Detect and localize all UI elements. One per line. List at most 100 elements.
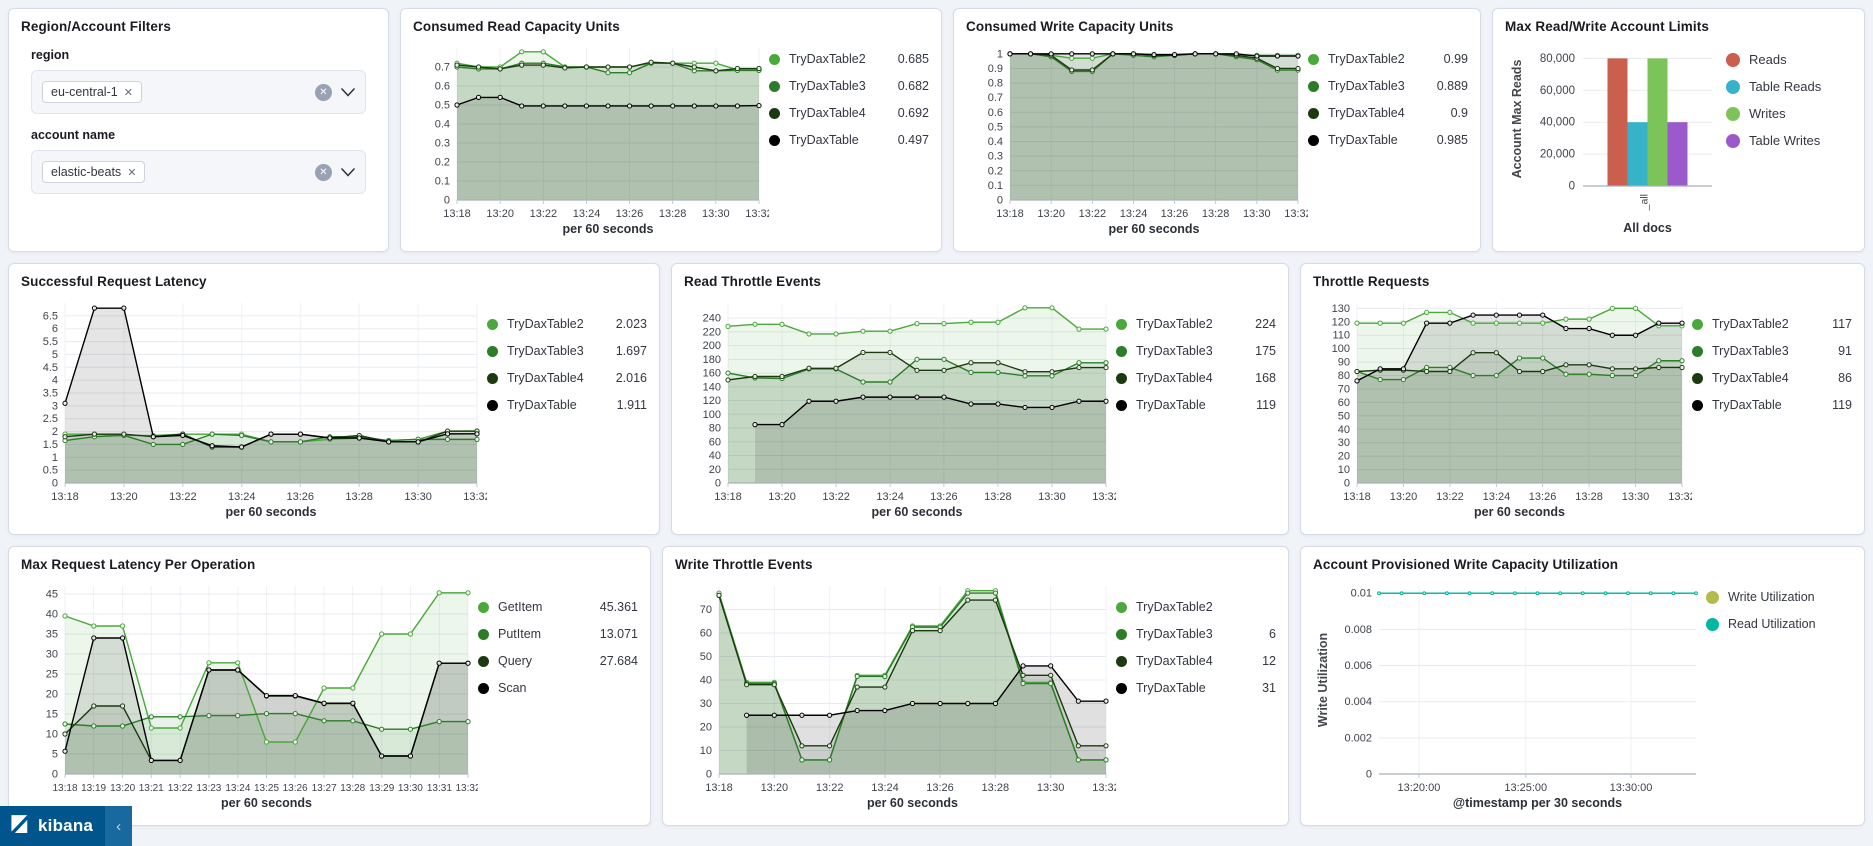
legend-item[interactable]: TryDaxTable4 2.016 <box>487 371 647 385</box>
svg-text:per 60 seconds: per 60 seconds <box>871 505 962 519</box>
legend-item[interactable]: TryDaxTable4 168 <box>1116 371 1276 385</box>
remove-region-icon[interactable]: ✕ <box>123 86 133 99</box>
chevron-down-icon[interactable] <box>341 87 355 97</box>
chart-plot-area[interactable]: 0 20 40 60 80 100 120 140 160 180 200 220 240 13:18 13… <box>684 291 1116 521</box>
svg-text:Write Utilization: Write Utilization <box>1316 633 1330 727</box>
legend-series-value: 86 <box>1838 371 1852 385</box>
legend-series-dot <box>1706 617 1719 631</box>
svg-text:13:32: 13:32 <box>1668 491 1692 503</box>
legend-item[interactable]: TryDaxTable 1.911 <box>487 398 647 412</box>
svg-text:2.5: 2.5 <box>43 413 58 425</box>
legend-item[interactable]: TryDaxTable2 2.023 <box>487 317 647 331</box>
legend-item[interactable]: TryDaxTable 0.497 <box>769 133 929 147</box>
svg-text:100: 100 <box>703 409 721 421</box>
chart-plot-area[interactable]: 0 10 20 30 40 50 60 70 13:18 13:20 13:22 13:24 13:26… <box>675 574 1116 812</box>
legend-series-value: 2.016 <box>615 371 647 385</box>
legend-item[interactable]: TryDaxTable2 <box>1116 600 1276 614</box>
legend-item[interactable]: GetItem 45.361 <box>478 600 638 614</box>
legend-item[interactable]: TryDaxTable2 224 <box>1116 317 1276 331</box>
svg-text:13:26: 13:26 <box>286 491 314 503</box>
legend-series-name: TryDaxTable3 <box>1328 79 1405 93</box>
legend-item[interactable]: TryDaxTable4 0.9 <box>1308 106 1468 120</box>
svg-text:0.7: 0.7 <box>435 62 450 74</box>
legend-series-value: 0.9 <box>1450 106 1468 120</box>
legend-item[interactable]: TryDaxTable3 1.697 <box>487 344 647 358</box>
legend-item[interactable]: Read Utilization <box>1706 617 1852 631</box>
svg-text:13:29: 13:29 <box>369 783 394 794</box>
svg-text:20: 20 <box>46 689 58 701</box>
legend-series-dot <box>769 107 780 119</box>
chart-plot-area[interactable]: 0 0.1 0.2 0.3 0.4 0.5 0.6 0.7 13:18 13:20 13:22 13:… <box>413 36 769 238</box>
legend-item[interactable]: Table Writes <box>1726 133 1852 148</box>
svg-text:30: 30 <box>1338 437 1350 449</box>
legend-series-dot <box>1308 134 1319 146</box>
chart-plot-area[interactable]: 0 0.1 0.2 0.3 0.4 0.5 0.6 0.7 0.8 0.9 1 13:18 13:20 1… <box>966 36 1308 238</box>
svg-text:160: 160 <box>703 368 721 380</box>
svg-text:0: 0 <box>1344 478 1350 490</box>
panel-title: Account Provisioned Write Capacity Utili… <box>1313 557 1619 572</box>
panel-title: Consumed Write Capacity Units <box>966 19 1174 34</box>
legend-item[interactable]: Scan <box>478 681 638 695</box>
legend-item[interactable]: Write Utilization <box>1706 590 1852 604</box>
legend-item[interactable]: TryDaxTable3 6 <box>1116 627 1276 641</box>
legend-item[interactable]: TryDaxTable 119 <box>1116 398 1276 412</box>
legend-item[interactable]: TryDaxTable2 117 <box>1692 317 1852 331</box>
legend-item[interactable]: TryDaxTable2 0.99 <box>1308 52 1468 66</box>
legend-series-value: 0.685 <box>897 52 929 66</box>
legend-item[interactable]: TryDaxTable4 0.692 <box>769 106 929 120</box>
legend-item[interactable]: TryDaxTable4 86 <box>1692 371 1852 385</box>
svg-text:0.5: 0.5 <box>435 100 450 112</box>
chart-plot-area[interactable]: 0 0.5 1 1.5 2 2.5 3 3.5 4 4.5 5 5.5 6 6.5 13:18 13:20 13… <box>21 291 487 521</box>
legend-series-value: 117 <box>1832 317 1852 331</box>
chart-plot-area[interactable]: 0 20,000 40,000 60,000 80,000 _all All docs Acc… <box>1505 36 1726 238</box>
legend-item[interactable]: TryDaxTable 119 <box>1692 398 1852 412</box>
svg-text:110: 110 <box>1332 330 1350 342</box>
chart-plot-area[interactable]: 0 0.002 0.004 0.006 0.008 0.01 13:20:00 13:25:0… <box>1313 574 1706 812</box>
legend-item[interactable]: TryDaxTable4 12 <box>1116 654 1276 668</box>
svg-text:0.5: 0.5 <box>988 121 1003 133</box>
legend-series-value: 1.697 <box>615 344 647 358</box>
legend-series-name: TryDaxTable3 <box>507 344 584 358</box>
svg-text:per 60 seconds: per 60 seconds <box>221 796 312 810</box>
legend-item[interactable]: PutItem 13.071 <box>478 627 638 641</box>
remove-account-icon[interactable]: ✕ <box>127 166 137 179</box>
legend-series-name: Scan <box>498 681 527 695</box>
legend-item[interactable]: Reads <box>1726 52 1852 67</box>
svg-text:15: 15 <box>46 709 58 721</box>
chart-plot-area[interactable]: 0 10 20 30 40 50 60 70 80 90 100 110 120 130 13:18 13:2… <box>1313 291 1692 521</box>
chart-plot-area[interactable]: 0 5 10 15 20 25 30 35 40 45 13:18 13:19 13:20 13:21 13… <box>21 574 478 812</box>
collapse-nav-button[interactable]: ‹ <box>105 806 133 846</box>
legend-series-name: TryDaxTable2 <box>1136 317 1213 331</box>
legend-series-name: GetItem <box>498 600 543 614</box>
legend-series-name: Query <box>498 654 533 668</box>
legend-item[interactable]: TryDaxTable 31 <box>1116 681 1276 695</box>
svg-text:140: 140 <box>703 381 721 393</box>
region-selected-pill[interactable]: eu-central-1 ✕ <box>42 81 142 103</box>
legend-series-name: TryDaxTable2 <box>1712 317 1789 331</box>
account-name-combobox[interactable]: elastic-beats ✕ ✕ <box>31 150 366 194</box>
svg-text:0.6: 0.6 <box>988 107 1003 119</box>
legend-item[interactable]: TryDaxTable3 175 <box>1116 344 1276 358</box>
legend-item[interactable]: Query 27.684 <box>478 654 638 668</box>
legend-series-value: 224 <box>1255 317 1276 331</box>
legend-item[interactable]: TryDaxTable3 0.889 <box>1308 79 1468 93</box>
legend-series-name: TryDaxTable4 <box>1712 371 1789 385</box>
clear-account-button[interactable]: ✕ <box>315 163 332 181</box>
panel-max-request-latency-per-operation: Max Request Latency Per Operation 0 5 10 15… <box>8 546 651 826</box>
legend-series-name: TryDaxTable2 <box>1136 600 1213 614</box>
svg-text:6: 6 <box>52 323 58 335</box>
svg-text:13:28: 13:28 <box>1202 208 1230 220</box>
account-selected-pill[interactable]: elastic-beats ✕ <box>42 161 146 183</box>
legend-item[interactable]: TryDaxTable3 91 <box>1692 344 1852 358</box>
svg-text:3: 3 <box>52 400 58 412</box>
panel-write-throttle-events: Write Throttle Events 0 10 20 30 40 50 60 70 13:… <box>662 546 1289 826</box>
legend-item[interactable]: TryDaxTable3 0.682 <box>769 79 929 93</box>
legend-item[interactable]: TryDaxTable 0.985 <box>1308 133 1468 147</box>
chevron-down-icon[interactable] <box>341 167 355 177</box>
clear-region-button[interactable]: ✕ <box>315 83 332 101</box>
legend-item[interactable]: Writes <box>1726 106 1852 121</box>
svg-text:13:24: 13:24 <box>228 491 256 503</box>
region-combobox[interactable]: eu-central-1 ✕ ✕ <box>31 70 366 114</box>
legend-item[interactable]: Table Reads <box>1726 79 1852 94</box>
legend-item[interactable]: TryDaxTable2 0.685 <box>769 52 929 66</box>
